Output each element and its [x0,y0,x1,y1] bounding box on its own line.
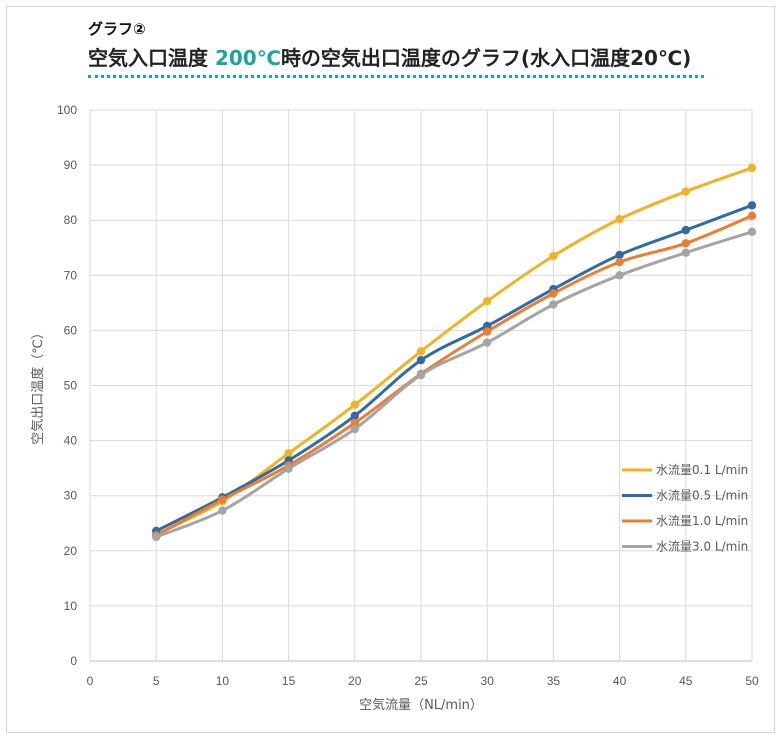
x-tick-label: 0 [87,674,94,688]
y-tick-label: 0 [70,654,77,668]
series-1-point [483,296,492,306]
y-tick-label: 100 [57,103,77,117]
chart-legend: 水流量0.1 L/min 水流量0.5 L/min 水流量1.0 L/min 水流量3… [622,463,748,554]
series-4-point [218,506,227,515]
y-tick-label: 80 [64,213,78,227]
x-tick-label: 30 [481,674,495,688]
title-part-1: 空気入口温度 [88,46,215,70]
x-tick-label: 10 [216,674,230,688]
series-3-point [350,418,359,428]
series-3-point [615,257,624,267]
legend-label-4: 水流量3.0 L/min [656,540,748,554]
legend-label-1: 水流量0.1 L/min [656,463,748,477]
x-tick-label: 35 [547,674,561,688]
chart-title: 空気入口温度 200℃時の空気出口温度のグラフ(水入口温度20℃) [88,42,691,71]
series-1-point [350,400,359,409]
y-tick-label: 40 [64,434,78,448]
grid-lines [89,109,753,662]
x-tick-label: 25 [414,674,428,688]
series-3-point [218,495,227,504]
x-tick-label: 15 [282,674,296,688]
x-tick-label: 20 [348,674,362,688]
series-1-point [284,449,293,458]
series-line-2 [154,203,754,533]
title-accent-temperature: 200℃ [214,46,281,70]
y-tick-label: 50 [64,379,78,393]
series-line-3 [154,214,754,537]
series-1-point [681,187,690,196]
series-4-point [549,300,558,309]
y-tick-label: 60 [64,323,78,337]
series-4-point [615,271,624,280]
series-lines [154,166,754,539]
y-tick-label: 90 [64,158,78,172]
series-1-point [615,214,624,224]
legend-label-3: 水流量1.0 L/min [656,514,748,528]
series-2-point [350,411,359,421]
series-3-point [747,211,757,220]
x-tick-label: 5 [153,674,160,688]
x-tick-label: 50 [745,674,759,688]
y-tick-label: 10 [64,599,78,613]
series-4-point [681,248,690,257]
series-1-point [416,347,426,356]
series-4-point [284,464,293,473]
series-4-point [747,227,757,236]
series-4-point [152,532,161,542]
series-2-point [615,250,624,260]
x-tick-label: 40 [613,674,627,688]
y-axis-title: 空気出口温度（℃） [30,326,46,445]
y-axis-ticks: 0 10 20 30 40 50 60 70 80 90 100 [57,103,77,668]
series-4-point [416,370,426,380]
series-3-point [549,289,558,298]
series-2-point [747,201,757,210]
title-underline [88,75,704,78]
y-tick-label: 20 [64,544,78,558]
series-4-point [350,424,359,434]
x-tick-label: 45 [679,674,693,688]
series-4-point [483,338,492,347]
x-axis-title: 空気流量（NL/min） [359,697,483,713]
chart-kicker: グラフ② [88,20,146,38]
series-3-point [681,239,690,248]
series-2-point [681,225,690,235]
series-2-point [416,355,426,365]
series-1-point [549,251,558,261]
y-tick-label: 70 [64,268,78,282]
series-points [152,163,757,542]
title-part-2: 時の空気出口温度のグラフ(水入口温度20℃) [280,46,692,70]
series-3-point [483,327,492,336]
x-axis-ticks: 0 5 10 15 20 25 30 35 40 45 50 [87,674,759,688]
chart-frame [6,6,775,733]
legend-label-2: 水流量0.5 L/min [656,489,748,503]
series-1-point [747,163,757,173]
y-tick-label: 30 [64,489,78,503]
series-line-4 [154,230,754,539]
